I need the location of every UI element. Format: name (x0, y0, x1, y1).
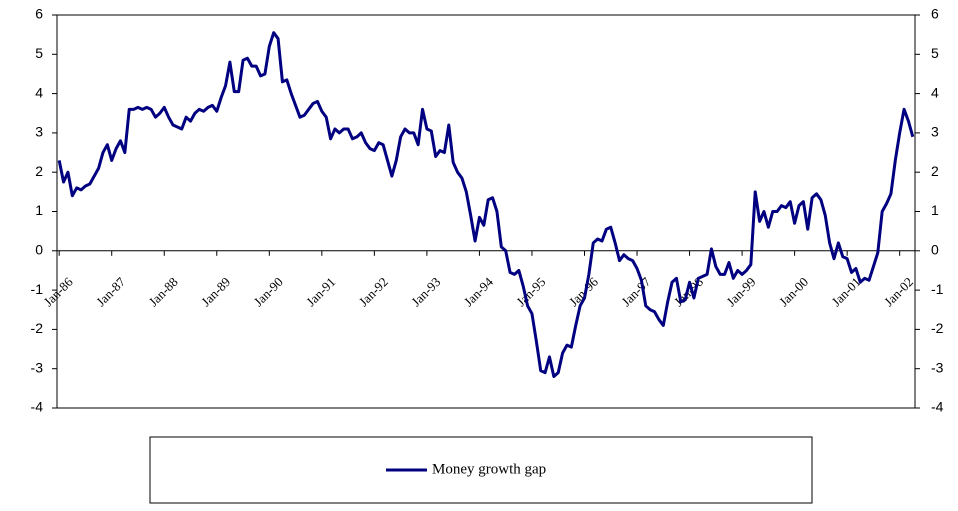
x-tick-label: Jan-91 (303, 274, 338, 309)
y-tick-label: 5 (35, 45, 43, 61)
x-tick-label: Jan-92 (356, 274, 391, 309)
y2-tick-label: 2 (931, 163, 939, 179)
y2-tick-label: 0 (931, 242, 939, 258)
y-tick-label: 4 (35, 84, 43, 100)
y-tick-label: -2 (31, 320, 44, 336)
x-tick-label: Jan-88 (146, 274, 181, 309)
y2-tick-label: 5 (931, 45, 939, 61)
x-tick-label: Jan-00 (776, 274, 811, 309)
legend-box (149, 436, 813, 504)
x-tick-label: Jan-02 (881, 274, 916, 309)
x-tick-label: Jan-87 (93, 274, 128, 309)
y-tick-label: 3 (35, 124, 43, 140)
x-tick-label: Jan-96 (566, 274, 601, 309)
legend-label: Money growth gap (432, 461, 546, 477)
x-tick-label: Jan-93 (408, 274, 443, 309)
x-tick-label: Jan-90 (251, 274, 286, 309)
y-tick-label: 1 (35, 202, 43, 218)
y-tick-label: -4 (31, 399, 44, 415)
x-tick-label: Jan-99 (723, 274, 758, 309)
x-tick-label: Jan-89 (198, 274, 233, 309)
y-tick-label: 2 (35, 163, 43, 179)
y2-tick-label: -4 (931, 399, 944, 415)
x-tick-label: Jan-94 (461, 274, 496, 309)
x-tick-label: Jan-86 (41, 274, 76, 309)
y2-tick-label: 3 (931, 124, 939, 140)
y-tick-label: -3 (31, 359, 44, 375)
y2-tick-label: 4 (931, 84, 939, 100)
y2-tick-label: 1 (931, 202, 939, 218)
y2-tick-label: -1 (931, 281, 944, 297)
y-tick-label: 6 (35, 6, 43, 22)
x-tick-label: Jan-97 (618, 274, 653, 309)
y2-tick-label: 6 (931, 6, 939, 22)
y2-tick-label: -3 (931, 359, 944, 375)
x-tick-label: Jan-95 (513, 274, 548, 309)
y-tick-label: -1 (31, 281, 44, 297)
data-line (57, 31, 915, 379)
y2-tick-label: -2 (931, 320, 944, 336)
y-tick-label: 0 (35, 242, 43, 258)
